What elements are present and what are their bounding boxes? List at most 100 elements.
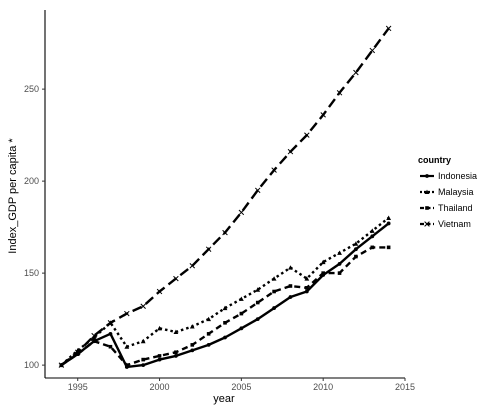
legend: country Indonesia Malaysia Thailand Vietnam xyxy=(418,155,477,229)
y-axis-title: Index_GDP per capita * xyxy=(7,138,19,254)
point-indonesia-2005 xyxy=(239,326,244,331)
point-malaysia-2002 xyxy=(189,324,195,329)
point-malaysia-2005 xyxy=(238,296,244,301)
point-thailand-2009 xyxy=(305,286,309,290)
point-indonesia-2000 xyxy=(157,357,162,362)
point-indonesia-2001 xyxy=(174,354,178,358)
legend-marker-malaysia xyxy=(424,189,430,195)
point-vietnam-2006 xyxy=(254,187,261,194)
point-malaysia-2009 xyxy=(304,276,310,281)
point-thailand-2003 xyxy=(206,332,211,336)
legend-label-vietnam: Vietnam xyxy=(438,219,471,229)
point-thailand-1996 xyxy=(92,339,96,343)
point-thailand-2014 xyxy=(386,245,391,250)
point-malaysia-2006 xyxy=(255,287,261,292)
series-malaysia xyxy=(58,215,392,368)
series-line-malaysia xyxy=(60,216,390,366)
point-malaysia-2010 xyxy=(320,259,326,265)
point-thailand-2008 xyxy=(288,284,293,288)
point-indonesia-1997 xyxy=(108,331,113,336)
y-tick-label-200: 200 xyxy=(24,176,39,186)
point-vietnam-1995 xyxy=(74,349,81,355)
y-tick-label-250: 250 xyxy=(24,84,39,94)
point-vietnam-2004 xyxy=(222,229,228,236)
point-vietnam-2010 xyxy=(320,112,326,118)
legend-label-indonesia: Indonesia xyxy=(438,171,477,181)
point-thailand-2004 xyxy=(223,321,227,325)
x-tick-label-2010: 2010 xyxy=(313,382,333,392)
point-vietnam-1999 xyxy=(140,303,146,309)
point-vietnam-2005 xyxy=(238,209,245,216)
legend-key-malaysia xyxy=(420,189,434,195)
legend-key-vietnam xyxy=(420,221,434,227)
point-thailand-2000 xyxy=(157,354,162,358)
point-indonesia-2006 xyxy=(255,317,260,322)
point-malaysia-1996 xyxy=(91,335,97,340)
x-axis-title: year xyxy=(213,393,235,405)
point-vietnam-2003 xyxy=(205,246,212,252)
point-vietnam-2007 xyxy=(271,167,277,173)
legend-key-indonesia xyxy=(420,174,434,178)
point-indonesia-2014 xyxy=(386,221,391,226)
legend-marker-indonesia xyxy=(425,174,429,178)
point-malaysia-2001 xyxy=(173,329,179,335)
point-vietnam-2002 xyxy=(189,263,196,269)
y-tick-label-100: 100 xyxy=(24,360,39,370)
plot-area xyxy=(58,25,392,369)
point-vietnam-2001 xyxy=(173,275,179,282)
point-thailand-1995 xyxy=(75,352,80,356)
axes: 1995 2000 2005 2010 2015 100 150 200 250 xyxy=(24,10,415,392)
point-vietnam-1998 xyxy=(124,310,130,317)
point-malaysia-2007 xyxy=(271,276,277,281)
point-vietnam-2013 xyxy=(369,47,376,54)
point-vietnam-2012 xyxy=(353,69,359,76)
point-thailand-2007 xyxy=(272,289,276,294)
point-indonesia-2011 xyxy=(337,262,342,266)
point-indonesia-2012 xyxy=(354,247,358,252)
point-malaysia-2013 xyxy=(369,228,375,233)
point-malaysia-2011 xyxy=(337,250,342,255)
point-malaysia-2012 xyxy=(353,241,359,246)
point-indonesia-2004 xyxy=(223,335,227,340)
point-vietnam-1996 xyxy=(91,332,97,339)
point-malaysia-2000 xyxy=(157,325,162,331)
point-vietnam-2014 xyxy=(385,25,392,32)
point-thailand-2006 xyxy=(255,300,260,305)
legend-label-malaysia: Malaysia xyxy=(438,187,474,197)
point-thailand-2013 xyxy=(370,245,375,250)
point-thailand-2005 xyxy=(239,311,244,316)
point-malaysia-2008 xyxy=(288,265,293,270)
legend-label-thailand: Thailand xyxy=(438,203,473,213)
point-indonesia-2013 xyxy=(370,234,375,239)
point-thailand-1999 xyxy=(141,357,145,362)
point-thailand-2011 xyxy=(337,271,342,275)
legend-marker-vietnam xyxy=(424,221,430,227)
point-vietnam-1997 xyxy=(107,320,114,326)
x-tick-label-2000: 2000 xyxy=(150,382,170,392)
point-indonesia-2009 xyxy=(304,289,309,294)
point-indonesia-2007 xyxy=(272,306,276,310)
point-vietnam-2000 xyxy=(156,288,163,295)
legend-marker-thailand xyxy=(425,206,429,210)
series-line-vietnam xyxy=(60,27,390,367)
point-thailand-2012 xyxy=(354,254,358,259)
point-malaysia-2003 xyxy=(206,316,212,322)
point-thailand-2001 xyxy=(174,350,178,355)
legend-key-thailand xyxy=(420,206,434,210)
series-thailand xyxy=(59,245,391,367)
x-tick-label-1995: 1995 xyxy=(68,382,88,392)
x-tick-label-2015: 2015 xyxy=(395,382,415,392)
point-vietnam-1994 xyxy=(58,362,65,368)
point-thailand-2002 xyxy=(190,343,195,347)
series-vietnam xyxy=(58,25,392,368)
point-thailand-1998 xyxy=(125,363,129,367)
point-indonesia-1999 xyxy=(141,363,146,368)
point-malaysia-2004 xyxy=(222,305,228,311)
point-indonesia-2002 xyxy=(190,348,195,353)
point-thailand-2010 xyxy=(321,271,325,275)
point-indonesia-2008 xyxy=(288,295,293,299)
point-thailand-1997 xyxy=(108,344,113,349)
legend-title: country xyxy=(418,155,451,165)
point-vietnam-2009 xyxy=(304,132,310,138)
